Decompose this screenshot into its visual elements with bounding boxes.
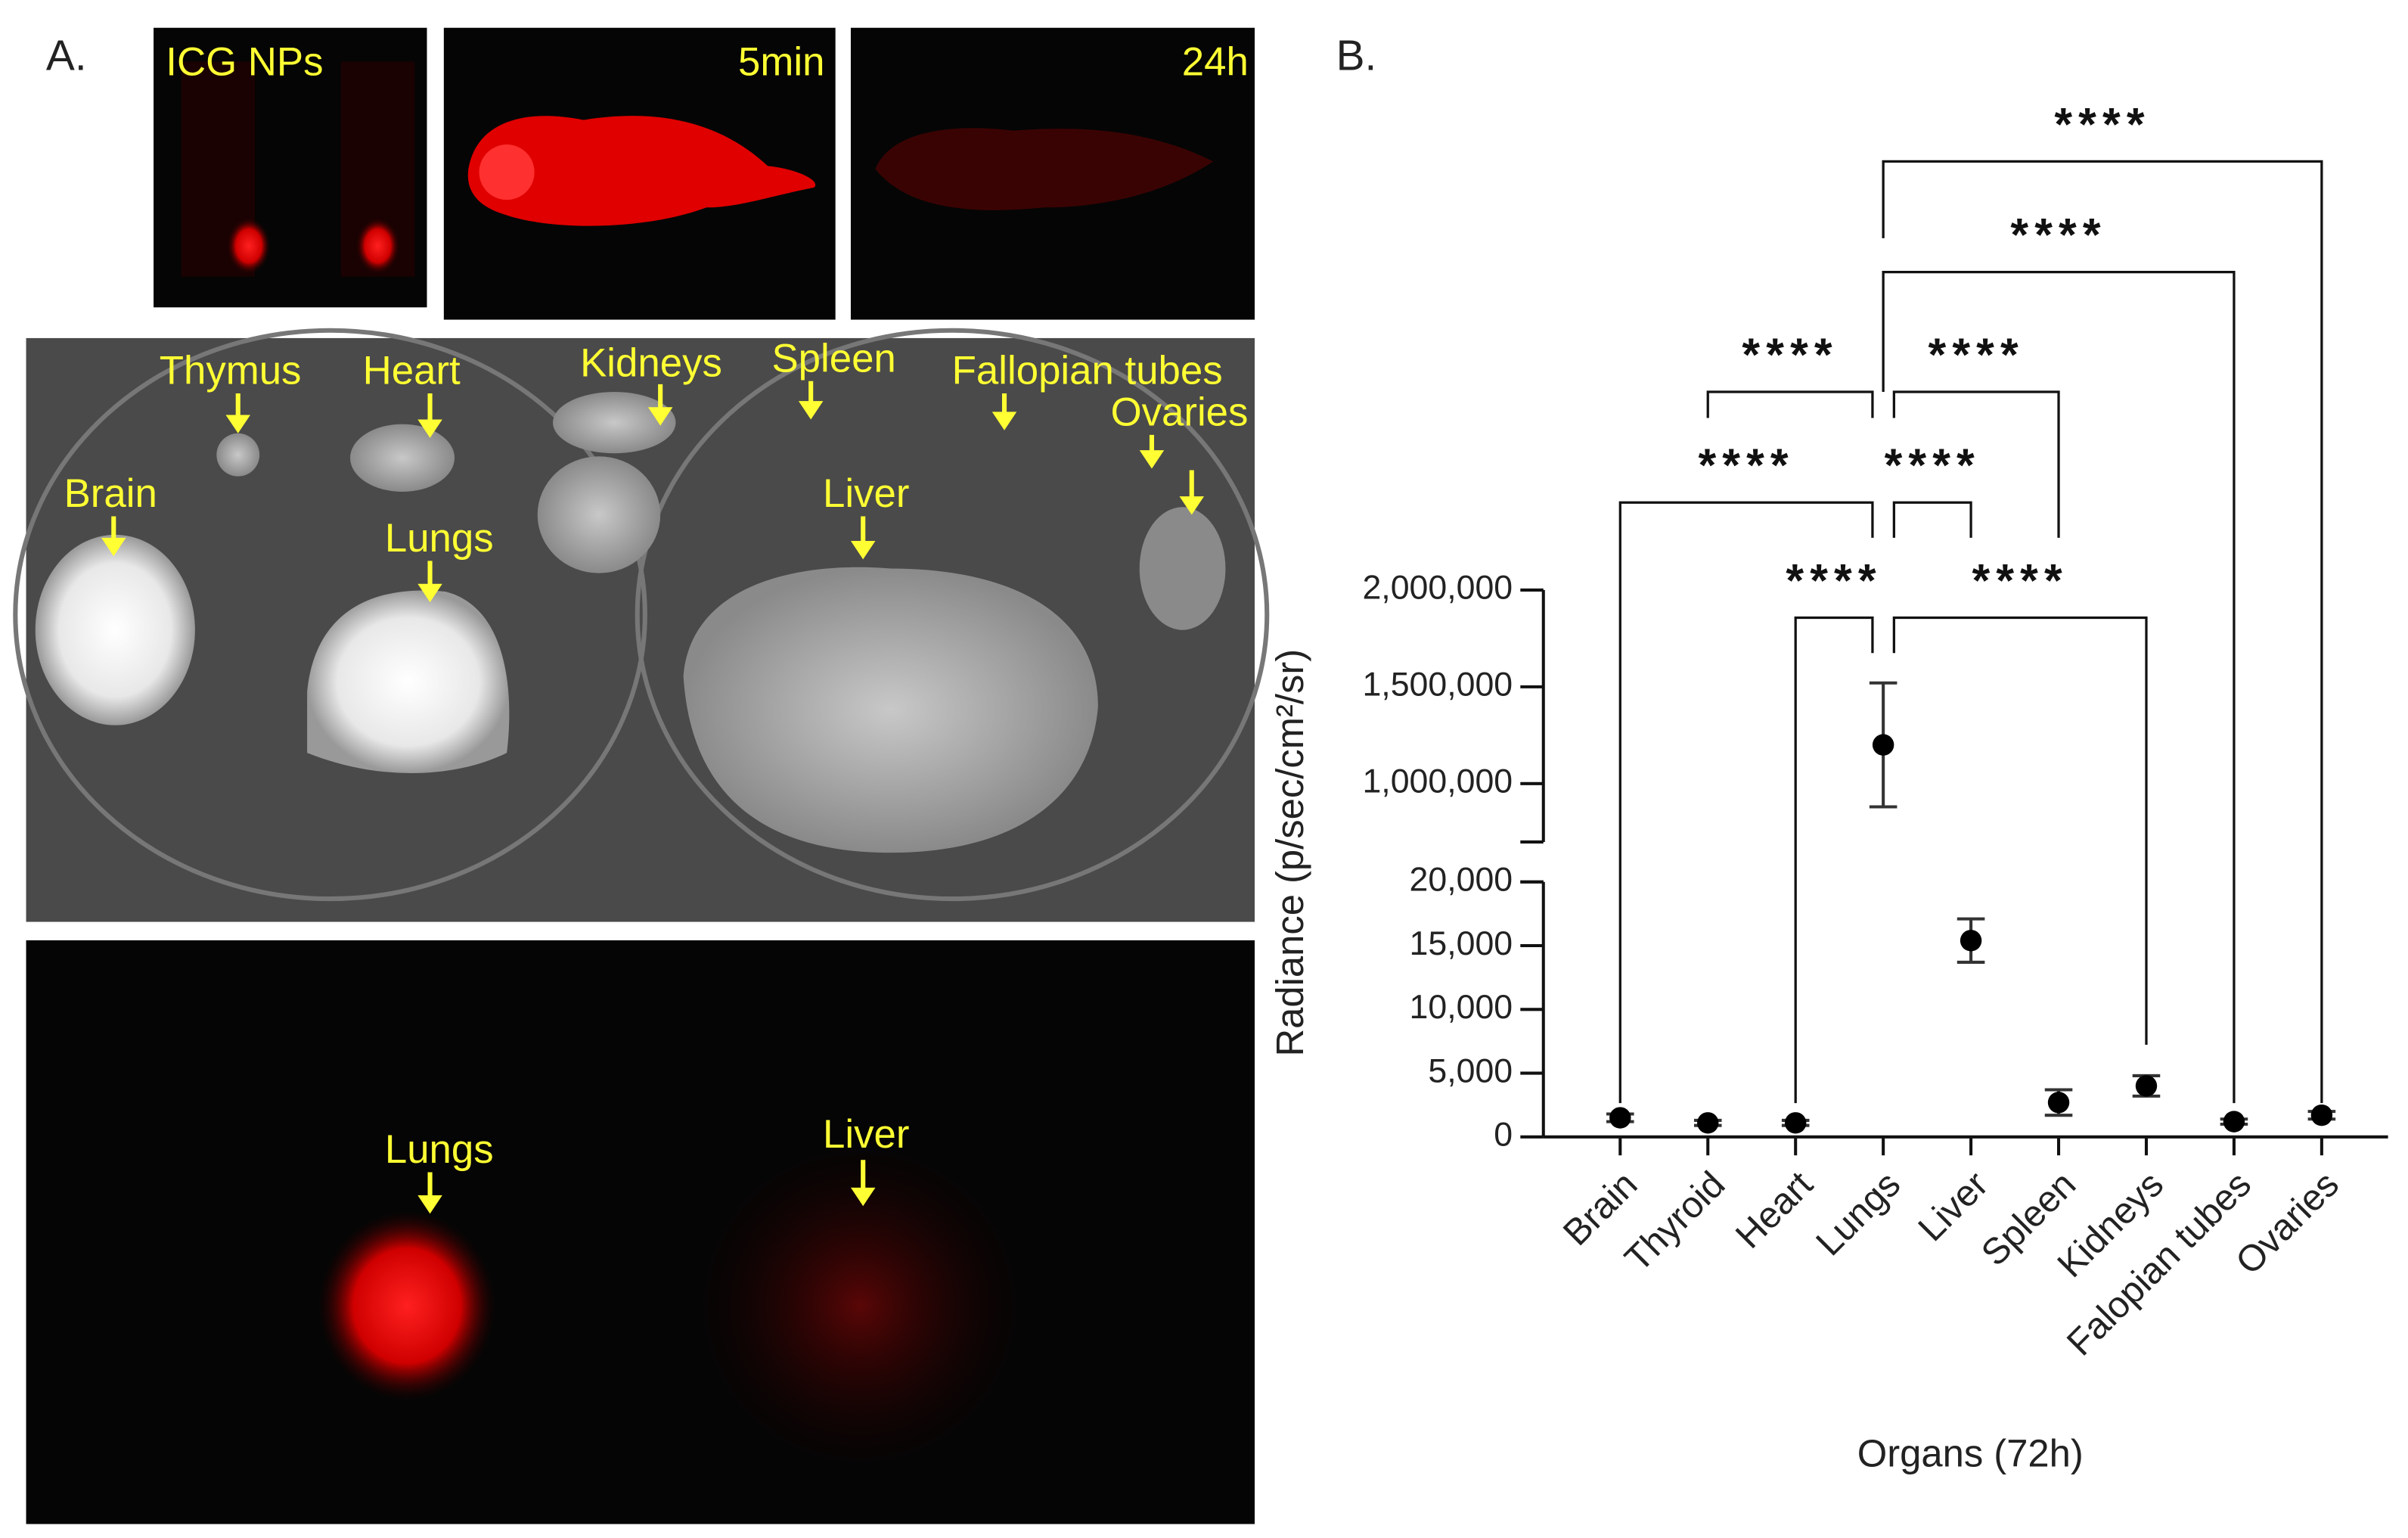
mouse-signal <box>467 116 816 226</box>
y-tick-label: 2,000,000 <box>1362 570 1513 607</box>
mouse-head <box>479 144 535 200</box>
x-tick-label: Heart <box>1728 1164 1821 1257</box>
x-axis-label: Organs (72h) <box>1857 1432 2084 1475</box>
significance-bracket <box>1892 616 2148 1045</box>
organ-label: Kidneys <box>580 340 722 385</box>
fluorescence-photo <box>26 940 1255 1524</box>
point <box>1784 1112 1807 1134</box>
tube-signal <box>356 218 399 274</box>
significance-bracket <box>1882 270 2236 1104</box>
y-tick-label: 0 <box>1494 1117 1513 1154</box>
organ-label: Lungs <box>385 516 494 561</box>
point <box>1872 734 1894 756</box>
significance-label: **** <box>1972 555 2068 606</box>
mouse-signal <box>875 128 1214 210</box>
point <box>2047 1092 2070 1114</box>
point <box>2310 1104 2333 1126</box>
panel-label: A. <box>46 32 87 79</box>
arrow-head <box>850 540 876 560</box>
y-tick-label: 20,000 <box>1410 862 1513 899</box>
organ-label: Fallopian tubes <box>952 349 1223 393</box>
organ-label: Thymus <box>160 349 302 393</box>
organ <box>537 456 661 573</box>
significance-label: **** <box>2054 98 2150 150</box>
significance-label: **** <box>1786 555 1882 606</box>
arrow-head <box>850 1187 876 1207</box>
y-tick-label: 15,000 <box>1410 925 1513 962</box>
y-tick-label: 5,000 <box>1428 1052 1513 1089</box>
point <box>1697 1112 1719 1134</box>
significance-label: **** <box>1929 328 2025 380</box>
organ <box>216 433 260 477</box>
dish <box>13 328 647 902</box>
significance-bracket <box>1882 160 2323 1104</box>
arrow-head <box>1139 450 1165 469</box>
organ <box>553 391 676 454</box>
dish <box>635 328 1270 902</box>
arrow-head <box>647 407 673 426</box>
organ-label: Lungs <box>385 1127 494 1172</box>
y-tick-label: 10,000 <box>1410 989 1513 1026</box>
point <box>2135 1075 2158 1097</box>
arrow-head <box>798 401 824 420</box>
tube-signal <box>227 218 271 274</box>
organ <box>683 567 1098 853</box>
significance-label: **** <box>1885 440 1981 491</box>
y-axis-label: Radiance (p/sec/cm²/sr) <box>1268 649 1311 1057</box>
organ <box>349 424 455 492</box>
organ-label: Liver <box>823 471 909 516</box>
liver-signal <box>690 1136 1029 1475</box>
y-tick-label: 1,500,000 <box>1362 666 1513 704</box>
significance-label: **** <box>1742 328 1838 380</box>
x-tick-label: Lungs <box>1808 1164 1908 1263</box>
organ-label: Spleen <box>771 336 895 381</box>
arrow-head <box>225 415 250 433</box>
organ <box>307 590 510 773</box>
image-label: 5min <box>738 39 824 84</box>
organ-label: Ovaries <box>1111 390 1249 434</box>
point <box>1960 930 1982 952</box>
arrow-head <box>417 1195 442 1214</box>
arrow-head <box>101 537 126 557</box>
significance-bracket <box>1618 501 1874 1104</box>
organ-label: Heart <box>363 349 461 393</box>
arrow-head <box>417 419 442 438</box>
organ-label: Liver <box>823 1112 909 1157</box>
point <box>1609 1107 1631 1129</box>
significance-label: **** <box>2010 209 2106 260</box>
point <box>2223 1111 2245 1133</box>
arrow-head <box>991 412 1017 430</box>
significance-label: **** <box>1698 440 1794 491</box>
y-tick-label: 1,000,000 <box>1362 763 1513 800</box>
organ <box>35 534 195 726</box>
image-label: 24h <box>1182 39 1249 84</box>
significance-bracket <box>1892 501 1972 538</box>
significance-bracket <box>1794 616 1874 1104</box>
arrow-head <box>1179 496 1204 515</box>
arrow-head <box>417 583 442 603</box>
significance-bracket <box>1892 390 2060 538</box>
lungs-signal <box>318 1210 496 1402</box>
image-label: ICG NPs <box>166 39 323 84</box>
significance-bracket <box>1706 390 1874 418</box>
panel-label: B. <box>1336 32 1377 79</box>
x-tick-label: Thyroid <box>1617 1164 1733 1279</box>
organ <box>1139 507 1226 630</box>
organ-label: Brain <box>64 471 157 516</box>
